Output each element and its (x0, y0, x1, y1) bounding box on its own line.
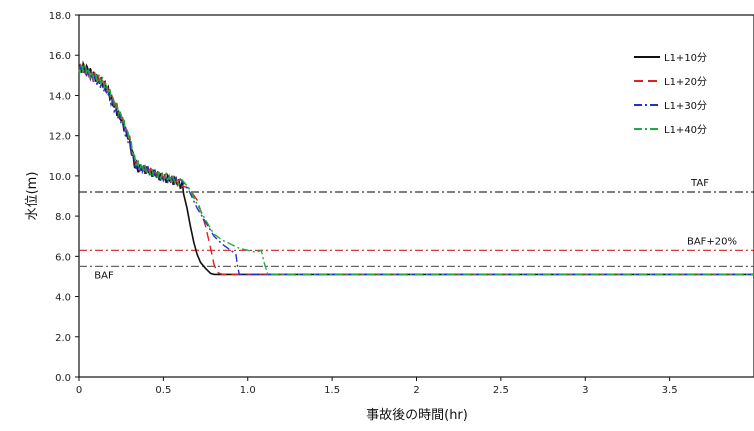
plot-area (78, 14, 754, 378)
y-tick-label: 16.0 (49, 51, 71, 62)
y-tick-label: 6.0 (55, 252, 71, 263)
legend-label: L1+20分 (664, 76, 707, 88)
x-axis-ticks: 0 0.5 1.0 1.5 2 2.5 3 3.5 (76, 377, 678, 396)
legend-label: L1+40分 (664, 124, 707, 136)
x-axis-label: 事故後の時間(hr) (366, 408, 468, 423)
legend: L1+10分 L1+20分 L1+30分 L1+40分 (634, 52, 707, 136)
reference-lines: TAF BAF+20% BAF (79, 178, 754, 281)
y-tick-label: 2.0 (55, 333, 71, 344)
y-tick-label: 14.0 (49, 91, 71, 102)
y-axis-label: 水位(m) (25, 172, 40, 221)
y-tick-label: 0.0 (55, 373, 71, 384)
legend-label: L1+10分 (664, 52, 707, 64)
x-tick-label: 3 (582, 385, 588, 396)
y-axis-ticks: 0.0 2.0 4.0 6.0 8.0 10.0 12.0 14.0 16.0 18.0 (49, 11, 79, 384)
x-tick-label: 1.0 (240, 385, 256, 396)
series-line (78, 63, 754, 276)
x-tick-label: 2 (413, 385, 419, 396)
x-tick-label: 0 (76, 385, 82, 396)
y-tick-label: 8.0 (55, 212, 71, 223)
x-tick-label: 2.5 (493, 385, 509, 396)
y-tick-label: 10.0 (49, 172, 71, 183)
y-tick-label: 4.0 (55, 293, 71, 304)
y-tick-label: 12.0 (49, 132, 71, 143)
reference-line-label: BAF+20% (687, 236, 737, 247)
x-tick-label: 0.5 (155, 385, 171, 396)
reference-line-label: TAF (690, 178, 709, 189)
y-tick-label: 18.0 (49, 11, 71, 22)
series-lines (78, 60, 754, 276)
reference-line-label: BAF (94, 270, 114, 281)
legend-label: L1+30分 (664, 100, 707, 112)
x-tick-label: 3.5 (662, 385, 678, 396)
series-line (78, 62, 754, 276)
x-tick-label: 1.5 (324, 385, 340, 396)
